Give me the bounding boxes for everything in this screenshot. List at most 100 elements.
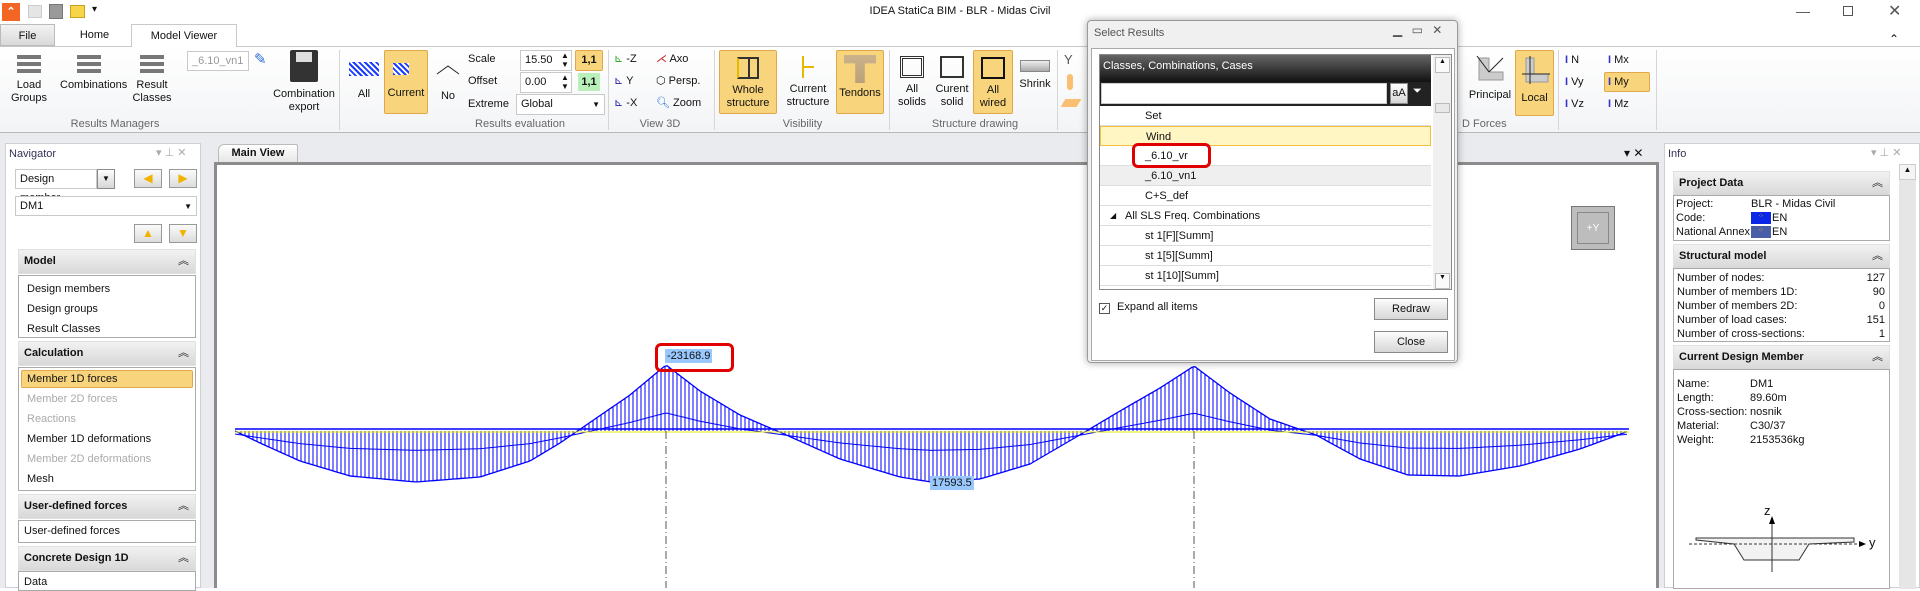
previous-arrow-button[interactable]: ◀ — [134, 169, 162, 188]
section-user-forces-header[interactable]: User-defined forces ︽ — [18, 494, 196, 519]
offset-input[interactable]: 0.00 — [520, 72, 572, 93]
current-class-field[interactable]: _6.10_vn1 — [187, 51, 249, 71]
info-scrollbar[interactable]: ▲ — [1899, 164, 1916, 589]
force-vz-button[interactable]: I Vz — [1565, 98, 1584, 110]
close-button[interactable]: Close — [1374, 331, 1448, 353]
filter-input[interactable] — [1101, 83, 1387, 104]
nav-item-result-classes[interactable]: Result Classes — [27, 323, 101, 335]
view-minus-z-button[interactable]: ⊾ -Z — [614, 52, 637, 65]
customize-toolbar-icon[interactable]: ▾ — [92, 4, 98, 15]
force-mx-button[interactable]: I Mx — [1608, 54, 1629, 66]
expand-triangle-icon[interactable]: ◢ — [1110, 211, 1117, 220]
panel-menu-icon[interactable]: ▾ ⊥ ✕ — [156, 147, 187, 159]
all-wired-button[interactable]: All wired — [973, 50, 1013, 114]
tab-main-view[interactable]: Main View — [218, 144, 298, 162]
result-classes-button[interactable]: Result Classes — [128, 52, 176, 105]
combinations-button[interactable]: Combinations — [60, 52, 127, 92]
navigator-type-select[interactable]: Design member — [15, 169, 97, 204]
persp-button[interactable]: ⬡ Persp. — [656, 74, 700, 87]
result-list-item[interactable]: ◢ All SLS Freq. Combinations — [1100, 206, 1431, 226]
next-arrow-button[interactable]: ▶ — [169, 169, 197, 188]
no-diagram-button[interactable]: No — [433, 62, 463, 103]
current-member-button[interactable]: Current — [384, 50, 428, 114]
node-icon[interactable]: Y — [1064, 52, 1073, 67]
section-calculation-header[interactable]: Calculation ︽ — [18, 341, 196, 366]
close-window-icon[interactable]: ✕ — [1888, 3, 1902, 20]
nav-item-design-members[interactable]: Design members — [27, 283, 111, 295]
result-list-item[interactable]: Set — [1100, 106, 1431, 126]
scroll-up-icon[interactable]: ▲ — [1435, 57, 1450, 73]
all-solids-button[interactable]: All solids — [893, 50, 931, 114]
nav-item-design-groups[interactable]: Design groups — [27, 303, 98, 315]
nav-item-mesh[interactable]: Mesh — [27, 473, 54, 485]
structural-model-header[interactable]: Structural model ︽ — [1673, 244, 1890, 269]
result-list-item[interactable]: _6.10_vn1 — [1100, 166, 1431, 186]
match-case-button[interactable]: aA — [1390, 83, 1408, 104]
all-members-button[interactable]: All — [347, 62, 381, 101]
tab-file[interactable]: File — [0, 24, 55, 46]
shrink-button[interactable]: Shrink — [1016, 50, 1054, 91]
offset-spinner-icon[interactable]: ▲ ▼ — [561, 73, 569, 91]
view-cube-face[interactable]: +Y — [1577, 212, 1609, 244]
project-data-header[interactable]: Project Data ︽ — [1673, 171, 1890, 196]
zoom-button[interactable]: 🔍︎ Zoom — [656, 96, 701, 109]
result-list-item[interactable]: Wind — [1100, 126, 1431, 146]
current-member-header[interactable]: Current Design Member ︽ — [1673, 345, 1890, 370]
current-solid-button[interactable]: Curent solid — [933, 50, 971, 114]
tendons-button[interactable]: Tendons — [836, 50, 884, 114]
dialog-window-controls[interactable]: ▁ ▭ ✕ — [1393, 23, 1443, 37]
force-n-button[interactable]: I N — [1565, 54, 1579, 66]
view-y-button[interactable]: ⊾ Y — [614, 74, 633, 87]
current-structure-button[interactable]: Current structure — [780, 50, 836, 114]
panel-menu-icon[interactable]: ▾ ⊥ ✕ — [1871, 147, 1902, 159]
member-1d-icon[interactable] — [1067, 74, 1073, 90]
result-list-item[interactable]: _6.10_vr — [1100, 146, 1431, 166]
result-list-item[interactable]: st 1[F][Summ] — [1100, 226, 1431, 246]
result-list-item[interactable]: st 1[10][Summ] — [1100, 266, 1431, 286]
save-icon[interactable] — [49, 4, 63, 19]
redraw-button[interactable]: Redraw — [1374, 298, 1448, 320]
whole-structure-button[interactable]: Whole structure — [719, 50, 777, 114]
filter-icon[interactable]: ⏷ — [1413, 85, 1422, 97]
offset-ratio-button[interactable]: 1,1 — [578, 73, 600, 91]
nav-item-member-1d-forces[interactable]: Member 1D forces — [27, 373, 118, 385]
force-vy-button[interactable]: I Vy — [1565, 76, 1584, 88]
force-mz-button[interactable]: I Mz — [1608, 98, 1629, 110]
collapse-ribbon-icon[interactable]: ⌃ — [1889, 32, 1900, 46]
open-icon[interactable] — [28, 5, 42, 18]
load-groups-button[interactable]: Load Groups — [6, 52, 52, 105]
scroll-thumb[interactable] — [1435, 103, 1450, 113]
minimize-icon[interactable]: — — [1796, 3, 1810, 19]
expand-all-checkbox[interactable]: ✓ — [1099, 303, 1110, 314]
result-list-item[interactable]: C+S_def — [1100, 186, 1431, 206]
view-minus-x-button[interactable]: ⊾ -X — [614, 96, 637, 109]
scale-spinner-icon[interactable]: ▲ ▼ — [561, 51, 569, 69]
folder-icon[interactable] — [70, 5, 85, 18]
member-select[interactable]: DM1 ▼ — [15, 196, 197, 216]
extreme-select[interactable]: Global ▼ — [516, 94, 605, 115]
tab-home[interactable]: Home — [79, 29, 110, 41]
scroll-up-icon[interactable]: ▲ — [1899, 164, 1916, 180]
view-cube[interactable]: +Y — [1571, 206, 1615, 250]
section-model-header[interactable]: Model ︽ — [18, 249, 196, 274]
chevron-down-icon[interactable]: ▼ — [97, 169, 115, 189]
axo-button[interactable]: ⋌ Axo — [656, 52, 688, 65]
nav-item-user-defined-forces[interactable]: User-defined forces — [24, 525, 120, 537]
view-menu-icon[interactable]: ▾ ✕ — [1624, 146, 1644, 160]
force-my-button[interactable]: I My — [1604, 72, 1650, 92]
section-concrete-header[interactable]: Concrete Design 1D ︽ — [18, 546, 196, 571]
scale-input[interactable]: 15.50 — [520, 50, 572, 71]
nav-item-member-1d-deformations[interactable]: Member 1D deformations — [27, 433, 152, 445]
up-arrow-button[interactable]: ▲ — [134, 224, 162, 243]
tree-scrollbar[interactable]: ▲ ▼ — [1433, 55, 1451, 289]
result-list-item[interactable]: st 1[5][Summ] — [1100, 246, 1431, 266]
down-arrow-button[interactable]: ▼ — [169, 224, 197, 243]
combination-export-button[interactable]: Combination export — [273, 50, 335, 114]
restore-icon[interactable] — [1843, 6, 1853, 16]
edit-pencil-icon[interactable]: ✎ — [254, 51, 267, 68]
scroll-down-icon[interactable]: ▼ — [1435, 273, 1450, 289]
local-button[interactable]: Local — [1515, 50, 1554, 116]
tab-model-viewer[interactable]: Model Viewer — [131, 24, 237, 47]
principal-button[interactable]: Principal — [1468, 52, 1512, 102]
nav-item-data[interactable]: Data — [24, 576, 48, 588]
